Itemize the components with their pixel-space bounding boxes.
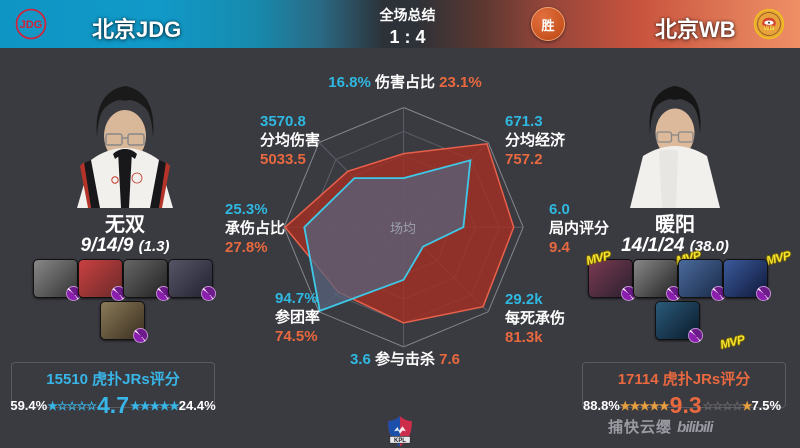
svg-text:JDG: JDG <box>20 19 43 31</box>
svg-text:WB: WB <box>764 25 775 32</box>
svg-text:KPL: KPL <box>394 438 406 444</box>
